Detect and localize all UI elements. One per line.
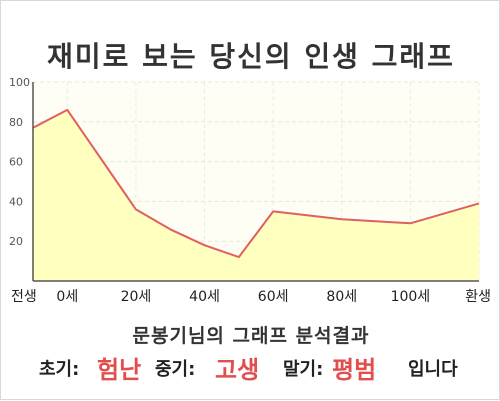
mid-label: 중기:	[155, 359, 196, 380]
x-tick-label: 환생	[465, 289, 491, 305]
x-tick-label: 0세	[56, 289, 78, 305]
chart-area-fill	[33, 109, 479, 282]
early-value: 험난	[97, 356, 142, 384]
analysis-subtitle: 문봉기님의 그래프 분석결과	[132, 325, 370, 347]
y-tick-label: 40	[9, 195, 23, 208]
y-tick-label: 60	[9, 156, 23, 169]
late-value: 평범	[332, 356, 377, 384]
y-tick-label: 100	[9, 76, 30, 89]
y-tick-label: 80	[9, 116, 23, 129]
late-label: 말기:	[283, 359, 324, 380]
page-title: 재미로 보는 당신의 인생 그래프	[47, 40, 455, 73]
analysis-result: 초기: 험난 중기: 고생 말기: 평범 입니다	[1, 347, 500, 384]
early-label: 초기:	[39, 359, 80, 380]
x-tick-label: 100세	[391, 289, 431, 305]
chart-series-line	[32, 108, 480, 259]
x-tick-label: 60세	[258, 289, 289, 305]
x-tick-label: 40세	[189, 289, 220, 305]
x-tick-label: 전생	[11, 289, 37, 305]
result-suffix: 입니다	[408, 359, 458, 380]
x-tick-label: 80세	[326, 289, 357, 305]
y-tick-label: 20	[9, 235, 23, 248]
mid-value: 고생	[215, 356, 260, 384]
x-tick-label: 20세	[121, 289, 152, 305]
x-tick-labels: 전생 0세 20세 40세 60세 80세 100세 환생	[11, 289, 491, 305]
y-tick-labels: 20 40 60 80 100	[9, 76, 30, 248]
